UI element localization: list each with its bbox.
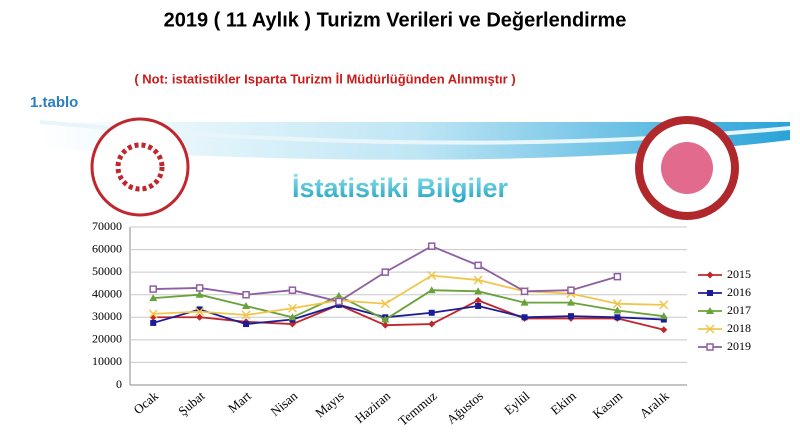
marker: [612, 299, 622, 309]
marker: [241, 310, 251, 320]
x-tick-label: Haziran: [352, 388, 394, 426]
marker: [381, 321, 389, 329]
table-label: 1.tablo: [30, 94, 78, 111]
y-tick-label: 10000: [92, 354, 122, 368]
legend-label: 2017: [727, 303, 751, 317]
marker: [195, 290, 204, 298]
ministry-logo-inner: [115, 142, 165, 192]
series-line: [153, 274, 664, 316]
marker: [613, 306, 622, 314]
marker: [566, 298, 575, 306]
marker: [706, 307, 714, 314]
marker: [521, 314, 528, 321]
marker: [196, 313, 204, 321]
legend-label: 2018: [727, 321, 751, 335]
marker: [427, 286, 436, 294]
marker: [288, 313, 297, 321]
governor-logo-rose: [661, 142, 713, 194]
marker: [381, 315, 390, 323]
legend-label: 2019: [727, 339, 751, 353]
marker: [149, 294, 158, 302]
page-heading: 2019 ( 11 Aylık ) Turizm Verileri ve Değ…: [164, 9, 627, 31]
legend-label: 2016: [727, 285, 751, 299]
note: ( Not: istatistikler Isparta Turizm İl M…: [134, 71, 515, 86]
marker: [474, 261, 482, 270]
marker: [242, 290, 250, 299]
marker: [428, 309, 435, 316]
y-tick-label: 20000: [92, 332, 122, 346]
marker: [242, 302, 251, 309]
marker: [288, 286, 297, 294]
marker: [706, 343, 714, 351]
x-tick-label: Ağustos: [444, 388, 486, 427]
marker: [520, 298, 529, 306]
marker: [195, 307, 205, 317]
marker: [614, 314, 621, 321]
x-tick-label: Ekim: [548, 388, 579, 418]
marker: [428, 320, 436, 328]
x-tick-label: Eylül: [501, 388, 533, 418]
x-tick-label: Nisan: [267, 388, 300, 419]
marker: [150, 319, 157, 326]
marker: [473, 275, 483, 285]
marker: [567, 286, 575, 294]
x-tick-label: Mart: [225, 388, 254, 416]
y-tick-label: 50000: [92, 264, 122, 278]
marker: [335, 297, 343, 306]
marker: [148, 309, 158, 319]
marker: [659, 312, 668, 320]
marker: [707, 290, 713, 296]
marker: [660, 326, 668, 334]
series-line: [153, 289, 664, 321]
marker: [475, 303, 482, 309]
marker: [149, 285, 157, 293]
y-tick-label: 70000: [92, 219, 122, 233]
x-tick-label: Şubat: [175, 388, 208, 419]
chart-title: İstatistiki Bilgiler: [292, 173, 509, 203]
x-tick-label: Kasım: [590, 388, 626, 421]
marker: [427, 242, 436, 250]
x-tick-label: Ocak: [130, 388, 161, 417]
marker: [705, 324, 715, 334]
marker: [659, 300, 669, 310]
x-tick-label: Mayıs: [312, 388, 347, 420]
x-tick-label: Aralık: [637, 388, 672, 421]
marker: [427, 270, 437, 281]
marker: [334, 291, 343, 299]
marker: [613, 272, 622, 281]
marker: [196, 306, 203, 313]
marker: [195, 284, 204, 292]
y-tick-label: 30000: [92, 309, 122, 323]
marker: [243, 321, 250, 328]
marker: [381, 268, 390, 276]
x-tick-label: Temmuz: [395, 388, 440, 429]
legend-label: 2015: [727, 267, 751, 281]
marker: [474, 287, 483, 295]
marker: [520, 287, 529, 296]
marker: [660, 316, 667, 323]
marker: [287, 303, 297, 313]
marker: [567, 313, 574, 320]
y-tick-label: 60000: [92, 241, 122, 255]
marker: [706, 271, 714, 279]
series-line: [152, 303, 664, 325]
y-tick-label: 40000: [92, 286, 122, 300]
ministry-logo: [90, 117, 190, 217]
marker: [474, 296, 482, 304]
y-tick-label: 0: [116, 377, 122, 391]
marker: [380, 299, 390, 309]
